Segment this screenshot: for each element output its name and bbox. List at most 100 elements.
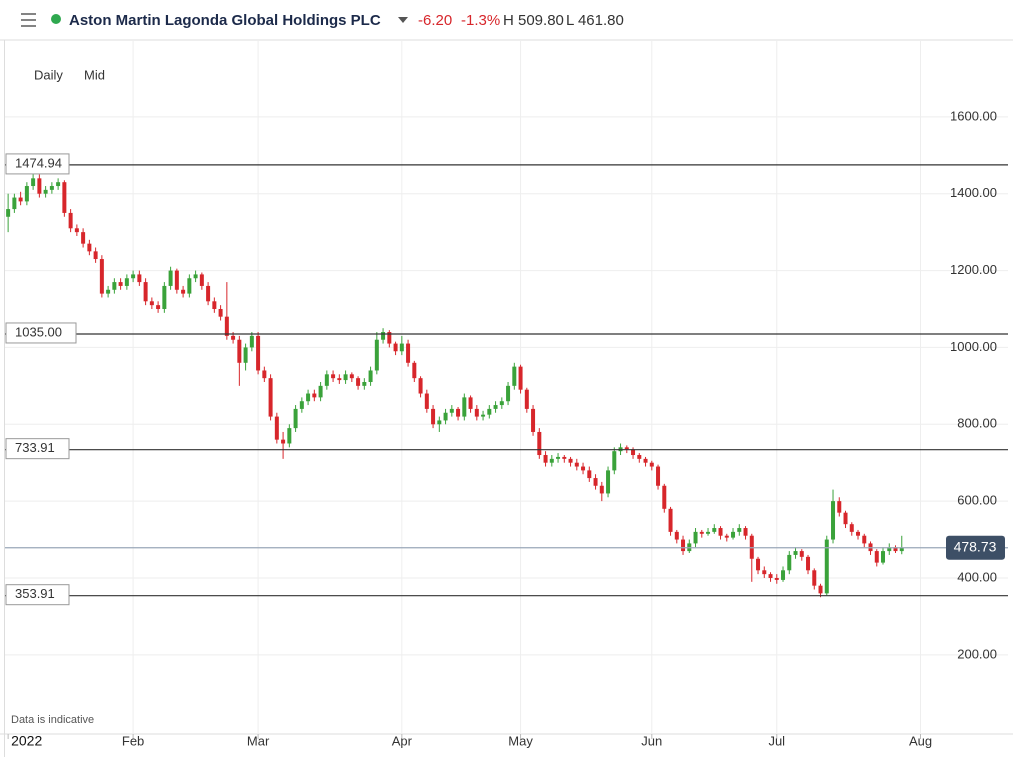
candle-body	[299, 401, 304, 409]
candle-body	[137, 274, 142, 283]
candle-body	[599, 485, 604, 494]
candle-body	[818, 585, 823, 594]
last-price-box	[946, 535, 1005, 560]
candle-body	[243, 347, 248, 363]
candle-body	[424, 393, 429, 409]
candle-body	[312, 393, 317, 398]
candle-body	[812, 570, 817, 586]
candle-body	[631, 449, 636, 456]
candle-body	[349, 374, 354, 379]
candle-body	[437, 420, 442, 425]
candle-body	[562, 456, 567, 459]
candle-body	[756, 558, 761, 571]
candle-body	[581, 466, 586, 471]
candle-body	[412, 362, 417, 379]
candle-body	[124, 278, 129, 286]
candle-body	[487, 408, 492, 415]
y-tick-label: 1400.00	[950, 185, 997, 200]
y-tick-label: 1000.00	[950, 339, 997, 354]
dropdown-arrow[interactable]	[398, 17, 408, 23]
x-tick-label: 2022	[11, 733, 42, 749]
candle-body	[231, 335, 236, 340]
candle-body	[762, 570, 767, 575]
candle-body	[774, 577, 779, 580]
candle-body	[806, 556, 811, 571]
candle-body	[531, 408, 536, 432]
price-type[interactable]: Mid	[84, 67, 105, 82]
candle-body	[881, 551, 886, 563]
candle-body	[356, 378, 361, 386]
note: Data is indicative	[11, 714, 94, 726]
candle-body	[781, 570, 786, 580]
candle-body	[37, 178, 42, 194]
menu-icon[interactable]	[21, 13, 36, 27]
candle-body	[799, 551, 804, 557]
candle-body	[556, 456, 561, 459]
candle-body	[131, 274, 136, 279]
candle-body	[256, 335, 261, 371]
y-tick-label: 600.00	[957, 493, 997, 508]
candle-body	[62, 182, 67, 213]
candle-body	[768, 574, 773, 578]
candle-body	[362, 382, 367, 386]
candle-body	[862, 535, 867, 544]
candle-body	[543, 455, 548, 463]
candle-body	[587, 470, 592, 479]
low: L 461.80	[566, 12, 624, 29]
level-label-box	[5, 438, 70, 460]
candle-body	[237, 339, 242, 363]
x-tick-label: Feb	[122, 733, 144, 748]
candle-body	[206, 285, 211, 302]
candle-body	[787, 554, 792, 571]
candle-body	[824, 539, 829, 594]
candle-body	[162, 285, 167, 309]
header-bar	[0, 0, 1013, 40]
candle-body	[843, 512, 848, 525]
candle-body	[706, 531, 711, 534]
candle-body	[693, 531, 698, 544]
candle-body	[387, 332, 392, 344]
candle-body	[99, 259, 104, 294]
candle-body	[606, 470, 611, 494]
candle-body	[6, 209, 11, 217]
change-pct: -1.3%	[461, 12, 500, 29]
candle-body	[856, 531, 861, 536]
candle-body	[731, 531, 736, 538]
candle-body	[743, 528, 748, 536]
candle-body	[318, 385, 323, 398]
candle-body	[268, 378, 273, 417]
candle-body	[187, 278, 192, 294]
candle-body	[43, 189, 48, 194]
candle-body	[74, 228, 79, 233]
candle-body	[287, 428, 292, 444]
x-tick-label: Mar	[247, 733, 270, 748]
candle-body	[143, 282, 148, 302]
candle-body	[718, 528, 723, 536]
candle-body	[199, 274, 204, 286]
candle-body	[443, 412, 448, 421]
candle-body	[281, 439, 286, 444]
candle-body	[656, 466, 661, 486]
candle-body	[168, 270, 173, 286]
candle-body	[887, 547, 892, 552]
candle-body	[193, 274, 198, 279]
change: -6.20	[418, 12, 452, 29]
candle-body	[893, 547, 898, 552]
candle-body	[118, 282, 123, 286]
candle-body	[549, 458, 554, 463]
interval[interactable]: Daily	[34, 67, 63, 82]
level-label: 1474.94	[15, 155, 62, 170]
x-tick-label: Apr	[392, 733, 413, 748]
level-label: 353.91	[15, 586, 55, 601]
candle-body	[643, 458, 648, 463]
candle-body	[181, 289, 186, 294]
x-tick-label: Jun	[641, 733, 662, 748]
candle-body	[849, 524, 854, 532]
candle-body	[637, 455, 642, 459]
candle-body	[462, 397, 467, 417]
candle-body	[449, 408, 454, 413]
instrument-title[interactable]: Aston Martin Lagonda Global Holdings PLC	[69, 12, 381, 29]
candle-body	[56, 182, 61, 187]
